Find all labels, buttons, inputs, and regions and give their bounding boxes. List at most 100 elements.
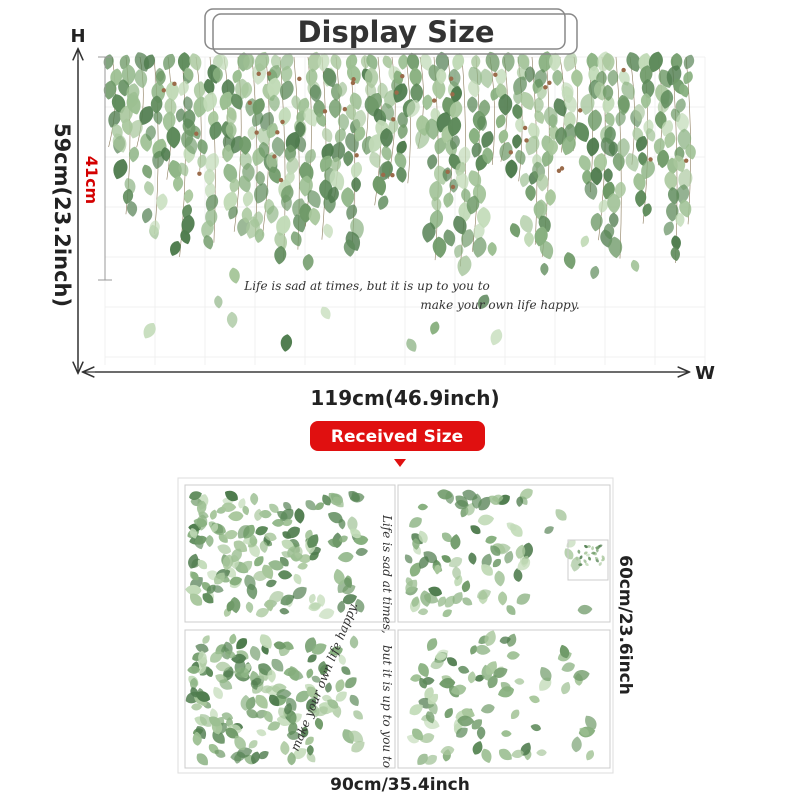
leaf — [347, 516, 358, 533]
leaf — [192, 731, 202, 746]
berry — [297, 76, 302, 82]
leaf — [355, 548, 368, 556]
leaf — [372, 175, 387, 196]
leaf — [185, 584, 202, 596]
leaf — [327, 699, 339, 709]
leaf — [667, 187, 680, 205]
leaf — [331, 141, 346, 163]
leaf — [410, 674, 422, 682]
leaf — [409, 67, 422, 87]
leaf — [337, 113, 350, 131]
leaf — [354, 126, 366, 142]
leaf — [325, 682, 332, 693]
leaf — [441, 555, 451, 563]
leaf — [313, 99, 325, 118]
leaf — [225, 122, 237, 139]
received-title: Received Size — [331, 427, 463, 447]
leaf — [124, 178, 136, 193]
leaf — [499, 141, 513, 162]
leaf — [431, 196, 442, 212]
leaf — [586, 750, 595, 761]
leaf — [351, 177, 361, 193]
leaf — [302, 254, 314, 271]
leaf — [432, 236, 447, 258]
leaf — [494, 570, 505, 587]
leaf — [306, 668, 314, 679]
leaf — [203, 168, 215, 186]
leaf — [242, 191, 254, 207]
berry — [350, 80, 356, 86]
leaf — [236, 638, 248, 650]
leaf — [274, 232, 287, 250]
leaf — [205, 152, 220, 173]
leaf — [396, 166, 407, 183]
leaf — [193, 81, 206, 100]
leaf — [139, 106, 154, 126]
leaf — [393, 83, 408, 103]
leaf — [479, 68, 493, 89]
leaf — [510, 709, 520, 719]
leaf — [504, 550, 514, 564]
leaf — [274, 245, 287, 265]
leaf — [534, 69, 547, 89]
vine — [531, 56, 538, 245]
title: Display Size — [297, 15, 494, 49]
leaf — [417, 608, 429, 616]
received-badge — [310, 421, 485, 451]
leaf — [472, 741, 483, 755]
leaf — [461, 580, 471, 593]
leaf — [476, 726, 486, 740]
leaf — [241, 82, 253, 99]
berry — [394, 90, 399, 95]
leaf — [547, 139, 558, 156]
berry — [194, 131, 199, 136]
leaf — [524, 66, 536, 83]
leaf — [280, 334, 293, 352]
leaf — [322, 494, 331, 506]
leaf — [467, 96, 478, 113]
leaf — [189, 528, 198, 539]
leaf — [160, 147, 171, 162]
leaf — [448, 68, 461, 88]
leaf — [471, 719, 483, 730]
leaf — [477, 115, 487, 132]
leaf — [195, 643, 209, 653]
leaf — [338, 654, 346, 665]
leaf — [208, 716, 221, 727]
leaf — [258, 141, 270, 159]
leaf — [103, 54, 114, 70]
leaf — [341, 187, 355, 208]
leaf — [343, 150, 354, 167]
leaf — [348, 730, 364, 743]
leaf — [308, 593, 316, 604]
berry — [543, 85, 548, 90]
leaf — [540, 262, 549, 276]
leaf — [524, 231, 534, 248]
leaf — [184, 136, 198, 155]
leaf — [239, 135, 252, 155]
berry — [280, 119, 285, 125]
leaf — [337, 552, 354, 563]
leaf — [295, 121, 306, 138]
leaf — [286, 157, 299, 176]
berry — [161, 88, 166, 93]
leaf — [490, 545, 501, 556]
leaf — [350, 528, 361, 539]
leaf — [430, 321, 440, 335]
berry — [254, 130, 259, 135]
leaf — [513, 568, 523, 582]
leaf — [322, 67, 337, 88]
leaf — [485, 661, 497, 675]
leaf — [436, 649, 449, 659]
leaf — [455, 162, 466, 177]
leaf — [267, 721, 281, 731]
leaf — [162, 111, 176, 131]
leaf — [679, 199, 692, 218]
leaf — [189, 593, 203, 606]
leaf — [307, 654, 317, 663]
leaf — [635, 189, 647, 208]
leaf — [573, 670, 590, 681]
leaf — [457, 255, 472, 277]
leaf — [434, 137, 447, 155]
